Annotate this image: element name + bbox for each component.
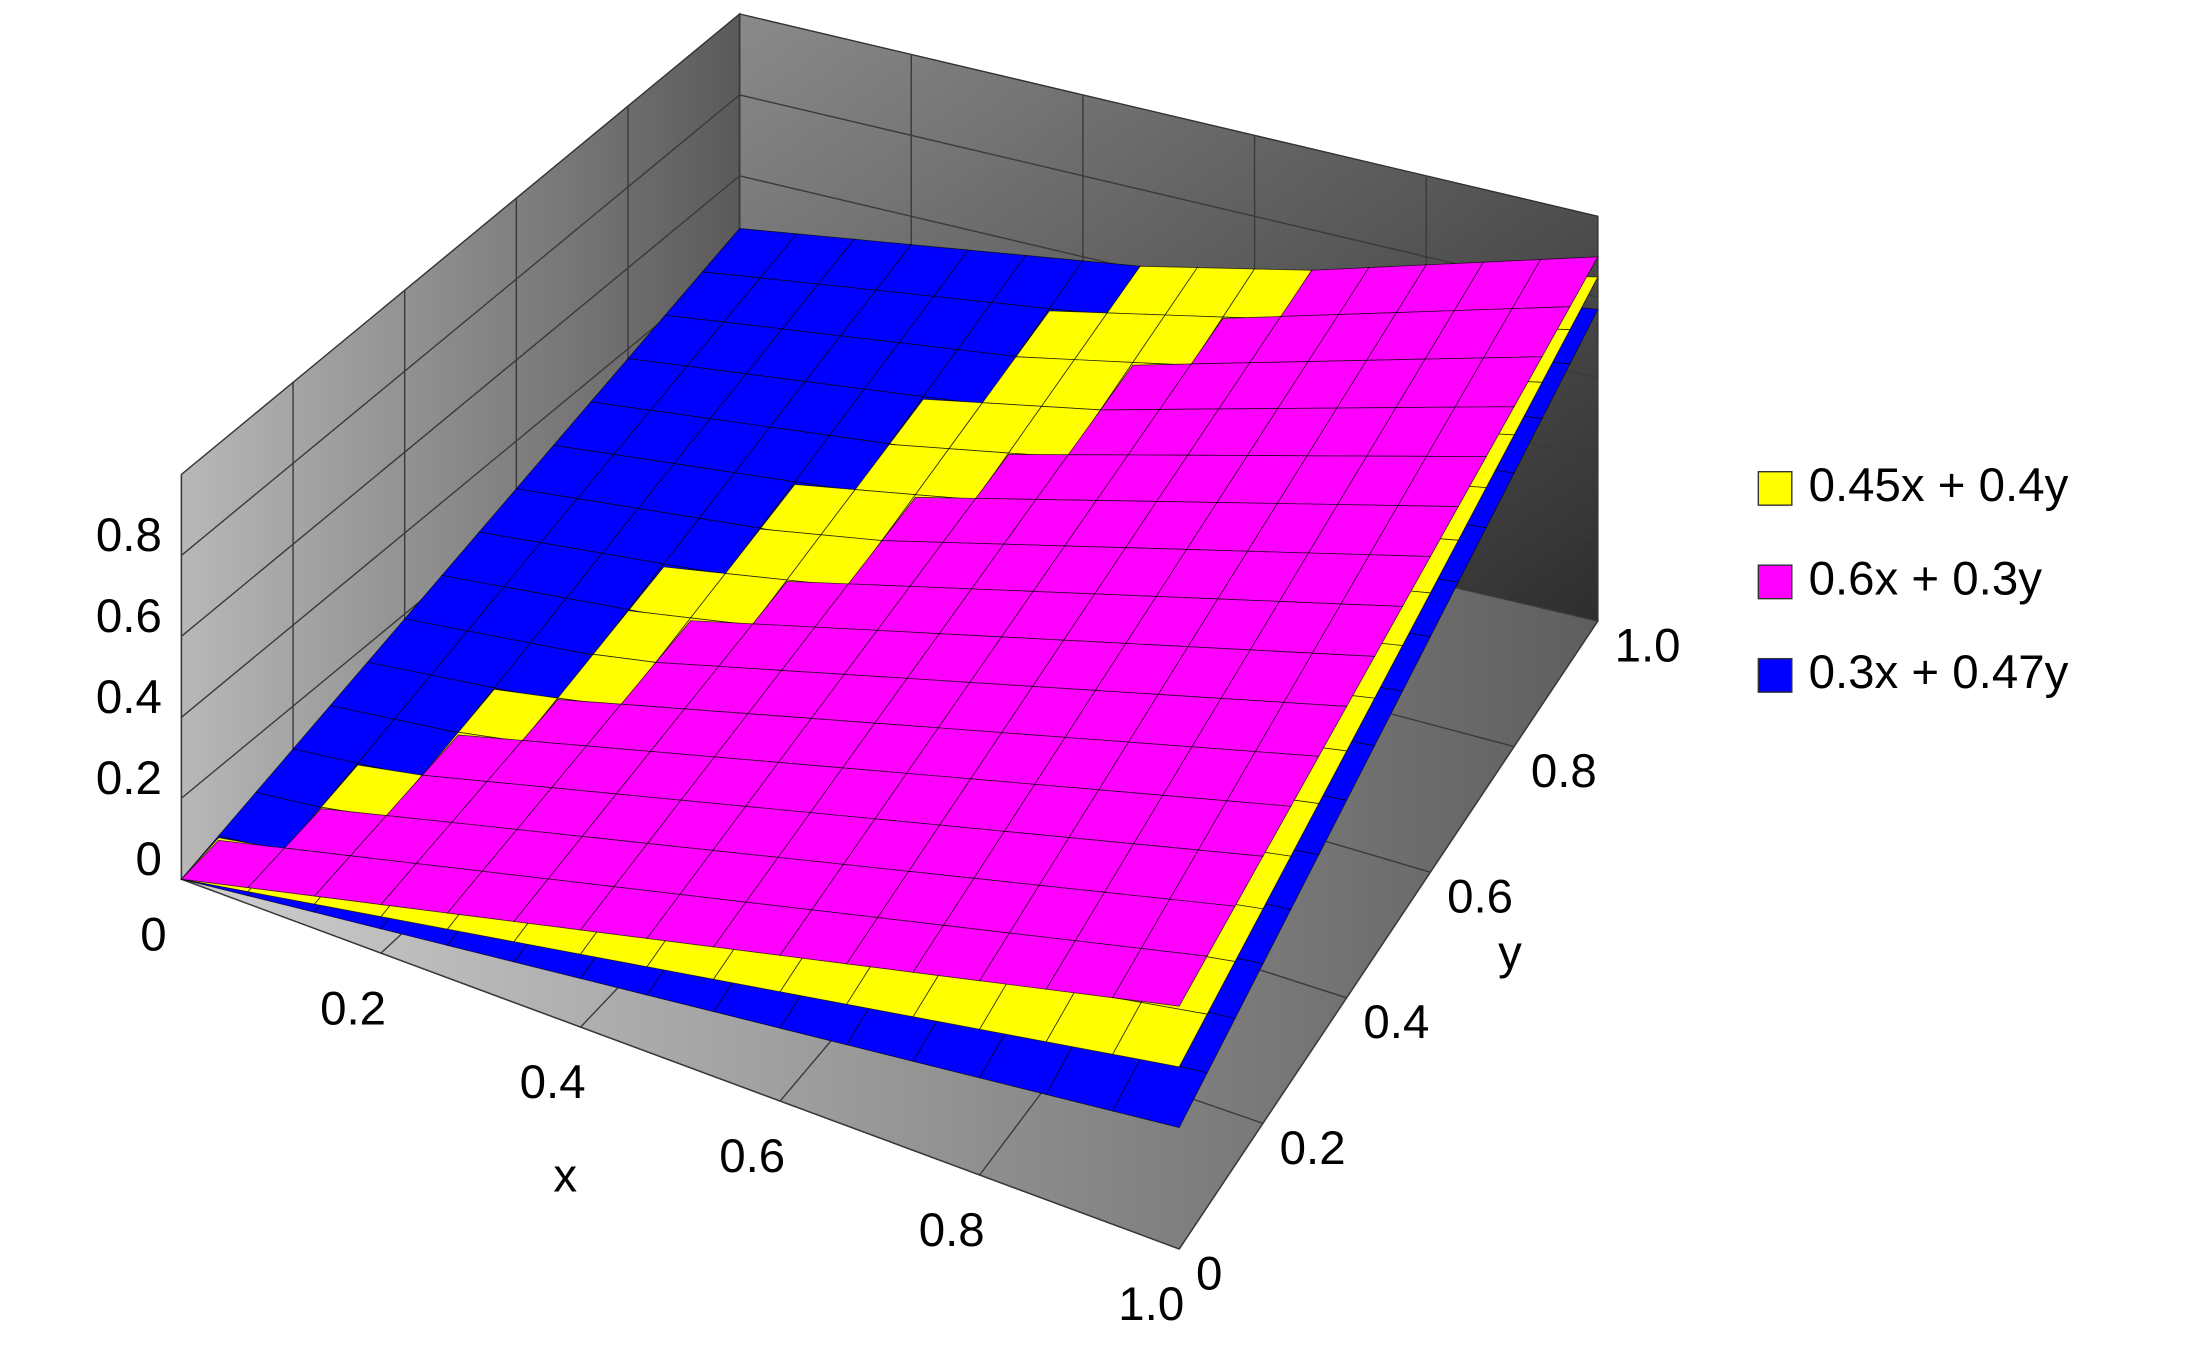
grid-line [180,94,1599,556]
z-tick-label: 0.4 [96,671,162,724]
x-axis-label: x [553,1150,577,1203]
x-tick-label: 0.6 [719,1130,785,1183]
plot: 00.20.40.60.81.000.20.40.60.81.000.20.40… [96,12,2069,1331]
legend-marker [1757,657,1793,693]
legend-marker [1757,470,1793,506]
z-tick-label: 0.8 [96,509,162,562]
surface-cell [1112,1056,1208,1129]
z-tick-label: 0 [135,833,161,886]
x-tick-label: 0.4 [520,1056,586,1109]
y-tick-label: 0.2 [1280,1122,1346,1175]
legend-label: 0.3x + 0.47y [1809,646,2069,699]
x-tick-label: 0.8 [919,1204,985,1257]
grid-line [1178,216,1599,1250]
y-tick-label: 0.8 [1531,745,1597,798]
y-axis-label: y [1498,926,1522,979]
y-tick-label: 0.4 [1363,996,1429,1049]
x-tick-label: 0 [140,908,166,961]
z-tick-label: 0.2 [96,752,162,805]
legend-marker [1757,564,1793,600]
x-tick-label: 0.2 [320,982,386,1035]
legend-label: 0.45x + 0.4y [1809,459,2069,512]
y-tick-label: 1.0 [1615,619,1681,672]
legend-label: 0.6x + 0.3y [1809,552,2043,605]
y-tick-label: 0.6 [1447,871,1513,924]
y-tick-label: 0 [1196,1247,1222,1300]
z-tick-label: 0.6 [96,590,162,643]
surface-cell [1111,948,1208,1007]
surface-cell [1112,1001,1208,1068]
x-tick-label: 1.0 [1118,1278,1184,1331]
